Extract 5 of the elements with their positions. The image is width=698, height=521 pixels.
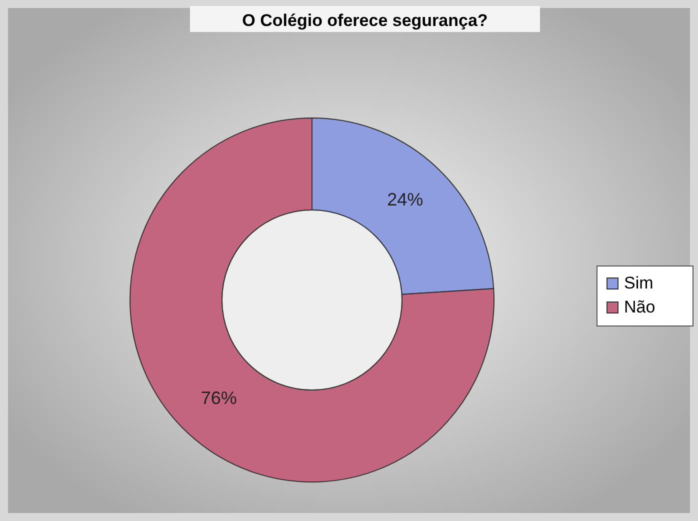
data-label: 76% xyxy=(200,388,237,408)
data-label: 24% xyxy=(387,190,424,210)
legend-label: Sim xyxy=(624,273,654,292)
legend-label: Não xyxy=(624,297,656,316)
chart-title: O Colégio oferece segurança? xyxy=(242,11,488,30)
